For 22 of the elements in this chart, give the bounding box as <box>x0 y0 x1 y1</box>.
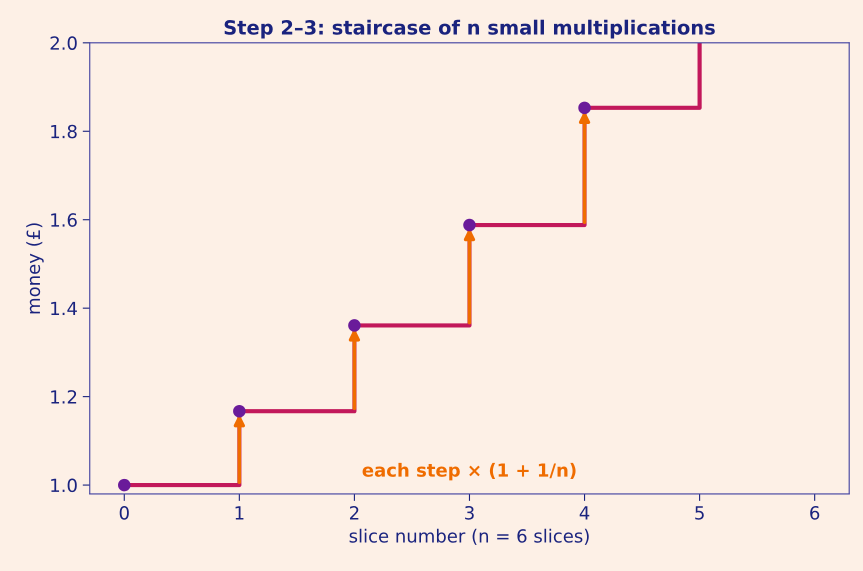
x-tick-label: 5 <box>695 506 704 520</box>
x-axis-title: slice number (n = 6 slices) <box>350 528 589 545</box>
point <box>118 478 131 492</box>
y-tick-label: 1.8 <box>51 124 77 138</box>
chart-title: Step 2–3: staircase of n small multiplications <box>224 20 715 39</box>
x-tick-label: 3 <box>465 506 474 520</box>
point <box>348 319 361 332</box>
y-tick-label: 1.2 <box>51 390 76 404</box>
y-axis-title: money (£) <box>26 223 44 314</box>
y-tick-label: 1.4 <box>51 302 77 316</box>
y-tick-label: 1.0 <box>51 478 77 492</box>
y-tick-label: 2.0 <box>50 36 77 50</box>
x-tick-label: 4 <box>580 506 590 520</box>
x-tick-label: 1 <box>236 506 244 520</box>
point <box>463 218 476 232</box>
point <box>233 404 246 418</box>
y-tick-label: 1.6 <box>51 213 77 227</box>
x-tick-label: 2 <box>350 506 358 520</box>
point <box>578 102 591 114</box>
x-tick-label: 6 <box>810 506 820 520</box>
x-tick-label: 0 <box>120 506 129 520</box>
annotation: each step × (1 + 1/n) <box>362 462 576 480</box>
